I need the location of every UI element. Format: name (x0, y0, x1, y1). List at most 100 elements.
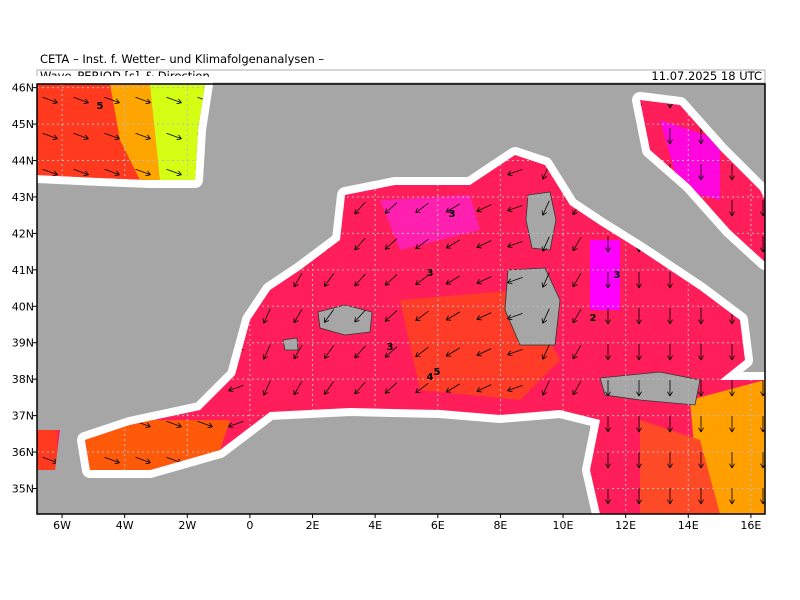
arrow (541, 308, 550, 324)
arrow (354, 345, 366, 359)
y-tick-label: 45N (12, 118, 34, 131)
arrow (698, 487, 704, 505)
arrow (605, 451, 611, 469)
arrow (605, 379, 611, 397)
arrow (476, 276, 492, 285)
arrow (476, 312, 492, 321)
arrow (605, 235, 611, 253)
arrow (729, 487, 735, 505)
x-tick-label: 4W (116, 519, 134, 532)
arrow (605, 307, 611, 325)
arrow (698, 415, 704, 433)
arrow (445, 275, 461, 285)
contour-label: 5 (97, 101, 104, 112)
arrow (667, 415, 673, 433)
y-tick-label: 46N (12, 82, 34, 95)
y-tick-label: 39N (12, 337, 34, 350)
arrow (262, 308, 271, 324)
arrow (605, 343, 611, 361)
arrow (42, 96, 58, 105)
arrow (445, 311, 461, 321)
arrow (104, 456, 120, 465)
arrow (636, 271, 642, 289)
arrow (698, 379, 704, 397)
contour-label: 3 (387, 342, 394, 353)
x-tick-label: 2E (306, 519, 320, 532)
arrow (415, 382, 429, 394)
arrow (293, 344, 303, 360)
arrow (384, 346, 398, 358)
x-tick-label: 2W (178, 519, 196, 532)
axes: 6W 4W 2W 0 2E 4E 6E 8E 10E 12E 14E 16E 35N 36N 37N 38N 3… (12, 82, 762, 532)
arrow (636, 415, 642, 433)
arrow (605, 487, 611, 505)
arrow (667, 127, 673, 145)
arrow (384, 238, 398, 250)
y-tick-label: 38N (12, 373, 34, 386)
arrow (42, 132, 58, 141)
arrow (541, 200, 550, 216)
y-tick-label: 43N (12, 191, 34, 204)
arrow (476, 204, 492, 213)
arrow (354, 381, 366, 395)
arrow (166, 132, 182, 141)
arrow (73, 96, 89, 105)
arrow (228, 420, 244, 429)
x-tick-label: 8E (493, 519, 507, 532)
arrow (476, 384, 492, 393)
y-tick-label: 42N (12, 227, 34, 240)
arrow (507, 204, 523, 213)
arrow (667, 343, 673, 361)
x-tick-label: 10E (553, 519, 574, 532)
arrow (698, 127, 704, 145)
arrow (166, 420, 182, 429)
arrow (262, 380, 271, 396)
arrow (354, 201, 366, 215)
y-tick-label: 40N (12, 300, 34, 313)
arrow (541, 380, 550, 396)
date: 11.07.2025 18 UTC (651, 69, 762, 83)
arrow (384, 310, 398, 322)
arrow (104, 132, 120, 141)
arrow (507, 384, 523, 393)
arrow (729, 451, 735, 469)
x-tick-label: 4E (368, 519, 382, 532)
x-tick-label: 6E (431, 519, 445, 532)
arrow (476, 240, 492, 249)
arrow (445, 347, 461, 357)
arrow (729, 343, 735, 361)
arrow (197, 420, 213, 429)
arrow (323, 381, 335, 395)
islands (282, 191, 701, 406)
y-tick-label: 35N (12, 482, 34, 495)
arrow (636, 307, 642, 325)
arrow (323, 309, 335, 323)
arrow (135, 456, 151, 465)
arrow (605, 415, 611, 433)
arrow (135, 168, 151, 177)
arrow (667, 307, 673, 325)
arrow (415, 274, 429, 286)
contour-labels: 5 3 3 3 2 3 5 4 (97, 101, 621, 383)
arrow (636, 379, 642, 397)
arrow (228, 384, 244, 393)
arrow (605, 271, 611, 289)
arrow (445, 239, 461, 249)
y-tick-label: 41N (12, 264, 34, 277)
y-tick-label: 36N (12, 446, 34, 459)
arrow (293, 380, 303, 396)
x-tick-label: 14E (678, 519, 699, 532)
arrow (262, 344, 271, 360)
arrow (572, 344, 582, 360)
arrow (293, 272, 303, 288)
arrow (354, 309, 366, 323)
arrow (354, 273, 366, 287)
x-tick-label: 0 (246, 519, 253, 532)
y-tick-label: 37N (12, 410, 34, 423)
map: 5 3 3 3 2 3 5 4 (37, 84, 766, 514)
arrow (354, 237, 366, 251)
arrow (698, 451, 704, 469)
contour-label: 3 (427, 268, 434, 279)
arrow (507, 168, 523, 177)
